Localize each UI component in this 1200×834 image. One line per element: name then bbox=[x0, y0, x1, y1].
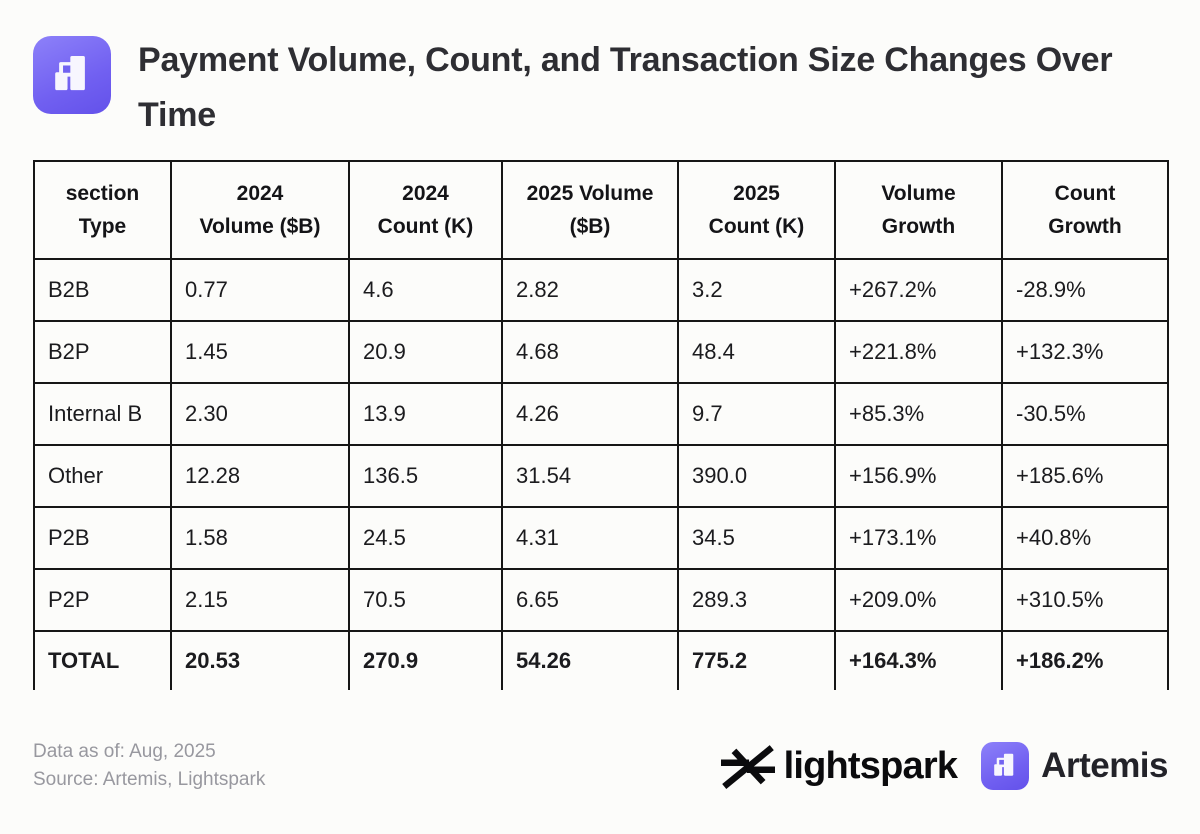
table-cell: +209.0% bbox=[834, 568, 1003, 632]
table-cell: 2.30 bbox=[170, 382, 350, 446]
col-header-volume-growth: Volume Growth bbox=[834, 160, 1003, 260]
col-header-section-type: section Type bbox=[33, 160, 172, 260]
table-cell: +221.8% bbox=[834, 320, 1003, 384]
table-row-total: TOTAL 20.53 270.9 54.26 775.2 +164.3% +1… bbox=[33, 630, 1169, 690]
col-header-2024-volume: 2024 Volume ($B) bbox=[170, 160, 350, 260]
table-cell: +132.3% bbox=[1001, 320, 1169, 384]
table-row-other: Other 12.28 136.5 31.54 390.0 +156.9% +1… bbox=[33, 444, 1169, 508]
table-cell: 136.5 bbox=[348, 444, 503, 508]
page-footer: Data as of: Aug, 2025 Source: Artemis, L… bbox=[33, 738, 1168, 794]
payments-table-container: section Type 2024 Volume ($B) 2024 Count (K… bbox=[33, 160, 1169, 690]
table-row-b2b: B2B 0.77 4.6 2.82 3.2 +267.2% -28.9% bbox=[33, 258, 1169, 322]
table-cell-total: 54.26 bbox=[501, 630, 679, 690]
table-cell: +40.8% bbox=[1001, 506, 1169, 570]
page-title: Payment Volume, Count, and Transaction S… bbox=[138, 33, 1113, 143]
lightspark-wordmark: lightspark bbox=[783, 744, 958, 787]
page-header: Payment Volume, Count, and Transaction S… bbox=[33, 33, 1113, 143]
table-cell: +267.2% bbox=[834, 258, 1003, 322]
artemis-logo bbox=[33, 36, 111, 114]
table-cell: 4.68 bbox=[501, 320, 679, 384]
table-cell-total: 270.9 bbox=[348, 630, 503, 690]
table-cell-total: 775.2 bbox=[677, 630, 836, 690]
artemis-footer-logo: Artemis bbox=[981, 742, 1168, 790]
artemis-wordmark: Artemis bbox=[1041, 746, 1168, 785]
table-cell: 289.3 bbox=[677, 568, 836, 632]
table-cell: P2P bbox=[33, 568, 172, 632]
table-cell: 20.9 bbox=[348, 320, 503, 384]
table-cell: B2B bbox=[33, 258, 172, 322]
table-cell: 0.77 bbox=[170, 258, 350, 322]
artemis-pixel-a-icon bbox=[44, 47, 100, 103]
table-row-internal-b: Internal B 2.30 13.9 4.26 9.7 +85.3% -30… bbox=[33, 382, 1169, 446]
brand-logos: lightspark Artemis bbox=[720, 739, 1168, 793]
table-cell: +173.1% bbox=[834, 506, 1003, 570]
table-cell: 390.0 bbox=[677, 444, 836, 508]
table-cell: +85.3% bbox=[834, 382, 1003, 446]
table-cell-total: TOTAL bbox=[33, 630, 172, 690]
page-title-line1: Payment Volume, Count, and Transaction S… bbox=[138, 41, 1113, 79]
table-cell: 1.58 bbox=[170, 506, 350, 570]
table-cell: 2.15 bbox=[170, 568, 350, 632]
table-row-b2p: B2P 1.45 20.9 4.68 48.4 +221.8% +132.3% bbox=[33, 320, 1169, 384]
table-cell: Internal B bbox=[33, 382, 172, 446]
table-cell: 9.7 bbox=[677, 382, 836, 446]
table-cell: 3.2 bbox=[677, 258, 836, 322]
col-header-2025-volume: 2025 Volume ($B) bbox=[501, 160, 679, 260]
table-cell: -30.5% bbox=[1001, 382, 1169, 446]
table-cell-total: 20.53 bbox=[170, 630, 350, 690]
table-cell: 6.65 bbox=[501, 568, 679, 632]
table-cell: 24.5 bbox=[348, 506, 503, 570]
table-cell: +185.6% bbox=[1001, 444, 1169, 508]
table-cell: 4.31 bbox=[501, 506, 679, 570]
table-cell: 13.9 bbox=[348, 382, 503, 446]
table-cell: 4.6 bbox=[348, 258, 503, 322]
table-cell: B2P bbox=[33, 320, 172, 384]
table-cell: 4.26 bbox=[501, 382, 679, 446]
artemis-pixel-a-icon bbox=[981, 742, 1030, 790]
source-text: Source: Artemis, Lightspark bbox=[33, 769, 266, 790]
table-row-p2p: P2P 2.15 70.5 6.65 289.3 +209.0% +310.5% bbox=[33, 568, 1169, 632]
table-cell: +156.9% bbox=[834, 444, 1003, 508]
table-cell: 31.54 bbox=[501, 444, 679, 508]
table-cell: 1.45 bbox=[170, 320, 350, 384]
col-header-2024-count: 2024 Count (K) bbox=[348, 160, 503, 260]
table-cell: 70.5 bbox=[348, 568, 503, 632]
table-cell: 48.4 bbox=[677, 320, 836, 384]
col-header-2025-count: 2025 Count (K) bbox=[677, 160, 836, 260]
col-header-count-growth: Count Growth bbox=[1001, 160, 1169, 260]
page-title-line2: Time bbox=[138, 96, 216, 134]
table-cell: 2.82 bbox=[501, 258, 679, 322]
data-as-of-text: Data as of: Aug, 2025 bbox=[33, 741, 216, 762]
table-cell: +310.5% bbox=[1001, 568, 1169, 632]
table-cell: P2B bbox=[33, 506, 172, 570]
payments-table: section Type 2024 Volume ($B) 2024 Count (K… bbox=[33, 160, 1169, 690]
lightspark-logo: lightspark bbox=[720, 739, 958, 793]
table-cell: 12.28 bbox=[170, 444, 350, 508]
table-cell: -28.9% bbox=[1001, 258, 1169, 322]
table-cell: Other bbox=[33, 444, 172, 508]
table-row-p2b: P2B 1.58 24.5 4.31 34.5 +173.1% +40.8% bbox=[33, 506, 1169, 570]
table-cell: 34.5 bbox=[677, 506, 836, 570]
data-source-note: Data as of: Aug, 2025 Source: Artemis, L… bbox=[33, 738, 265, 794]
table-cell-total: +186.2% bbox=[1001, 630, 1169, 690]
table-header-row: section Type 2024 Volume ($B) 2024 Count (K… bbox=[33, 160, 1169, 260]
lightspark-spark-icon bbox=[720, 739, 775, 793]
table-cell-total: +164.3% bbox=[834, 630, 1003, 690]
